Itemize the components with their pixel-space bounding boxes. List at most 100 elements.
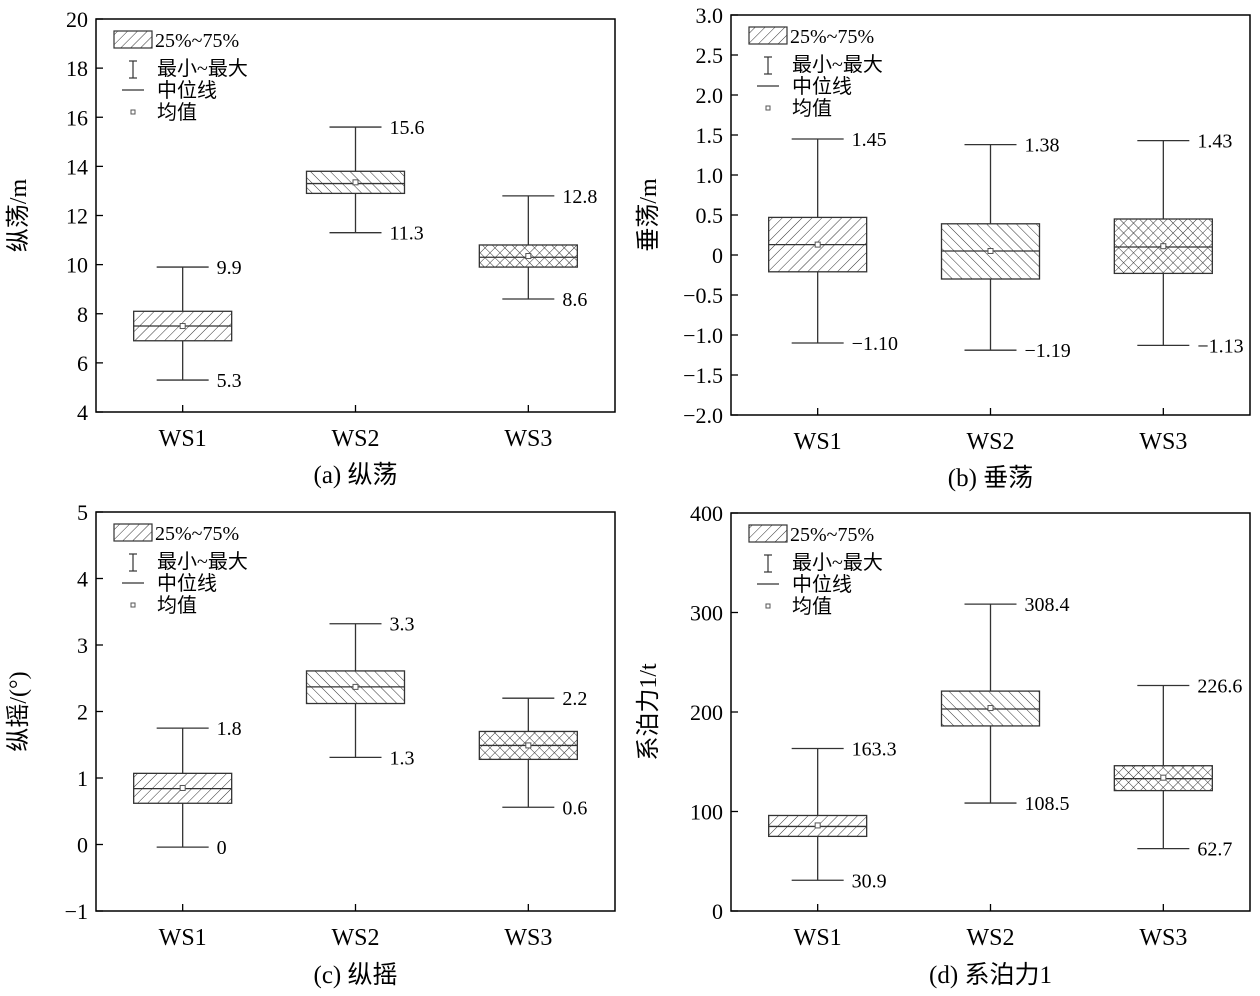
x-tick-label: WS3 [1139, 429, 1187, 455]
legend-label-iqr: 25%~75% [790, 524, 874, 546]
box-ws3: 12.8 8.6 [478, 186, 597, 311]
min-value-label: 62.7 [1197, 839, 1232, 861]
legend-label-range: 最小~最大 [157, 57, 248, 80]
mean-marker [1160, 243, 1167, 250]
x-tick-label: WS1 [159, 925, 207, 951]
legend-label-mean: 均值 [157, 101, 197, 124]
x-tick-label: WS3 [1139, 925, 1187, 951]
x-tick-label: WS2 [332, 426, 380, 452]
legend-label-median: 中位线 [792, 573, 852, 596]
box-ws2: 308.4 108.5 [940, 594, 1070, 815]
y-tick-label: 4 [77, 567, 88, 592]
max-value-label: 15.6 [390, 117, 425, 139]
y-tick-label: 8 [77, 302, 88, 327]
legend-mean-icon [765, 603, 771, 609]
legend-swatch-iqr [113, 30, 153, 49]
box-ws2: 3.3 1.3 [305, 614, 415, 769]
panel-caption: (a) 纵荡 [314, 461, 398, 489]
legend-label-mean: 均值 [157, 594, 197, 617]
y-tick-label: 5 [77, 500, 88, 525]
y-tick-label: 3.0 [696, 3, 724, 28]
legend-label-median: 中位线 [157, 79, 217, 102]
box-ws3: 226.6 62.7 [1113, 676, 1242, 861]
mean-marker [525, 253, 532, 260]
min-value-label: 11.3 [390, 223, 424, 245]
box-ws2: 15.6 11.3 [305, 117, 425, 245]
y-tick-label: −1.5 [683, 363, 723, 388]
box-ws1: 1.45 −1.10 [768, 129, 898, 355]
y-tick-label: 16 [66, 105, 88, 130]
legend-swatch-iqr [113, 523, 153, 542]
y-tick-label: 18 [66, 56, 88, 81]
y-tick-label: 2 [77, 700, 88, 725]
x-tick-label: WS1 [794, 429, 842, 455]
mean-marker [987, 248, 994, 254]
max-value-label: 1.8 [217, 718, 242, 740]
y-tick-label: 0.5 [696, 203, 724, 228]
mean-marker [352, 179, 359, 186]
y-tick-label: 100 [690, 800, 723, 825]
x-tick-label: WS3 [504, 925, 552, 951]
legend-mean-icon [130, 602, 136, 608]
mean-marker [525, 742, 532, 749]
legend-mean-icon [765, 105, 771, 111]
min-value-label: 0 [217, 837, 227, 859]
mean-marker [814, 241, 821, 248]
legend-label-median: 中位线 [157, 572, 217, 595]
y-axis-label: 纵荡/m [5, 179, 32, 253]
panel-caption: (d) 系泊力1 [929, 961, 1052, 989]
y-axis-label: 系泊力1/t [635, 663, 662, 761]
max-value-label: 226.6 [1197, 676, 1242, 698]
min-value-label: 30.9 [852, 870, 887, 892]
box-ws2: 1.38 −1.19 [940, 135, 1071, 362]
chart-panel-1: 4 6 8 10 12 14 16 18 20 纵荡/m WS1 WS2 WS3 (a) 纵荡 9.9 5.3… [5, 7, 616, 489]
y-tick-label: 0 [712, 899, 723, 924]
y-tick-label: 0 [77, 833, 88, 858]
legend-swatch-iqr [748, 524, 788, 543]
y-tick-label: 14 [66, 154, 88, 179]
y-tick-label: 4 [77, 400, 88, 425]
box-ws1: 1.80 [133, 718, 242, 859]
chart-panel-2: −2.0 −1.5 −1.0 −0.5 0 0.5 1.0 1.5 2.0 2.5 3.0 垂荡/m W… [635, 3, 1251, 492]
legend-label-median: 中位线 [792, 75, 852, 98]
y-tick-label: −2.0 [683, 403, 723, 428]
mean-marker [179, 784, 186, 791]
y-tick-label: 12 [66, 204, 88, 229]
y-axis-label: 垂荡/m [635, 178, 662, 252]
max-value-label: 2.2 [562, 688, 587, 710]
legend-label-iqr: 25%~75% [790, 26, 874, 48]
box-ws3: 1.43 −1.13 [1113, 131, 1244, 357]
min-value-label: −1.13 [1197, 335, 1243, 357]
max-value-label: 308.4 [1025, 594, 1070, 616]
min-value-label: −1.19 [1025, 340, 1071, 362]
min-value-label: 1.3 [390, 747, 415, 769]
y-tick-label: 1.0 [696, 163, 724, 188]
chart-panel-4: 0 100 200 300 400 系泊力1/t WS1 WS2 WS3 (d) 系泊力1 163.… [635, 501, 1251, 989]
y-tick-label: 400 [690, 501, 723, 526]
legend-label-mean: 均值 [792, 595, 832, 618]
box-ws1: 163.3 30.9 [768, 739, 897, 892]
legend-label-range: 最小~最大 [157, 550, 248, 573]
x-tick-label: WS1 [794, 925, 842, 951]
y-tick-label: 2.0 [696, 83, 724, 108]
max-value-label: 9.9 [217, 257, 242, 279]
y-tick-label: −1.0 [683, 323, 723, 348]
mean-marker [179, 323, 186, 330]
y-tick-label: 200 [690, 700, 723, 725]
y-tick-label: −1 [65, 899, 88, 924]
y-tick-label: 3 [77, 633, 88, 658]
box-ws1: 9.9 5.3 [133, 257, 242, 392]
legend-label-iqr: 25%~75% [155, 30, 239, 52]
legend-label-iqr: 25%~75% [155, 523, 239, 545]
y-tick-label: 300 [690, 601, 723, 626]
x-tick-label: WS1 [159, 426, 207, 452]
max-value-label: 12.8 [562, 186, 597, 208]
min-value-label: 8.6 [562, 289, 587, 311]
y-tick-label: 2.5 [696, 43, 724, 68]
y-tick-label: −0.5 [683, 283, 723, 308]
panel-caption: (b) 垂荡 [948, 464, 1033, 492]
min-value-label: 108.5 [1025, 793, 1070, 815]
